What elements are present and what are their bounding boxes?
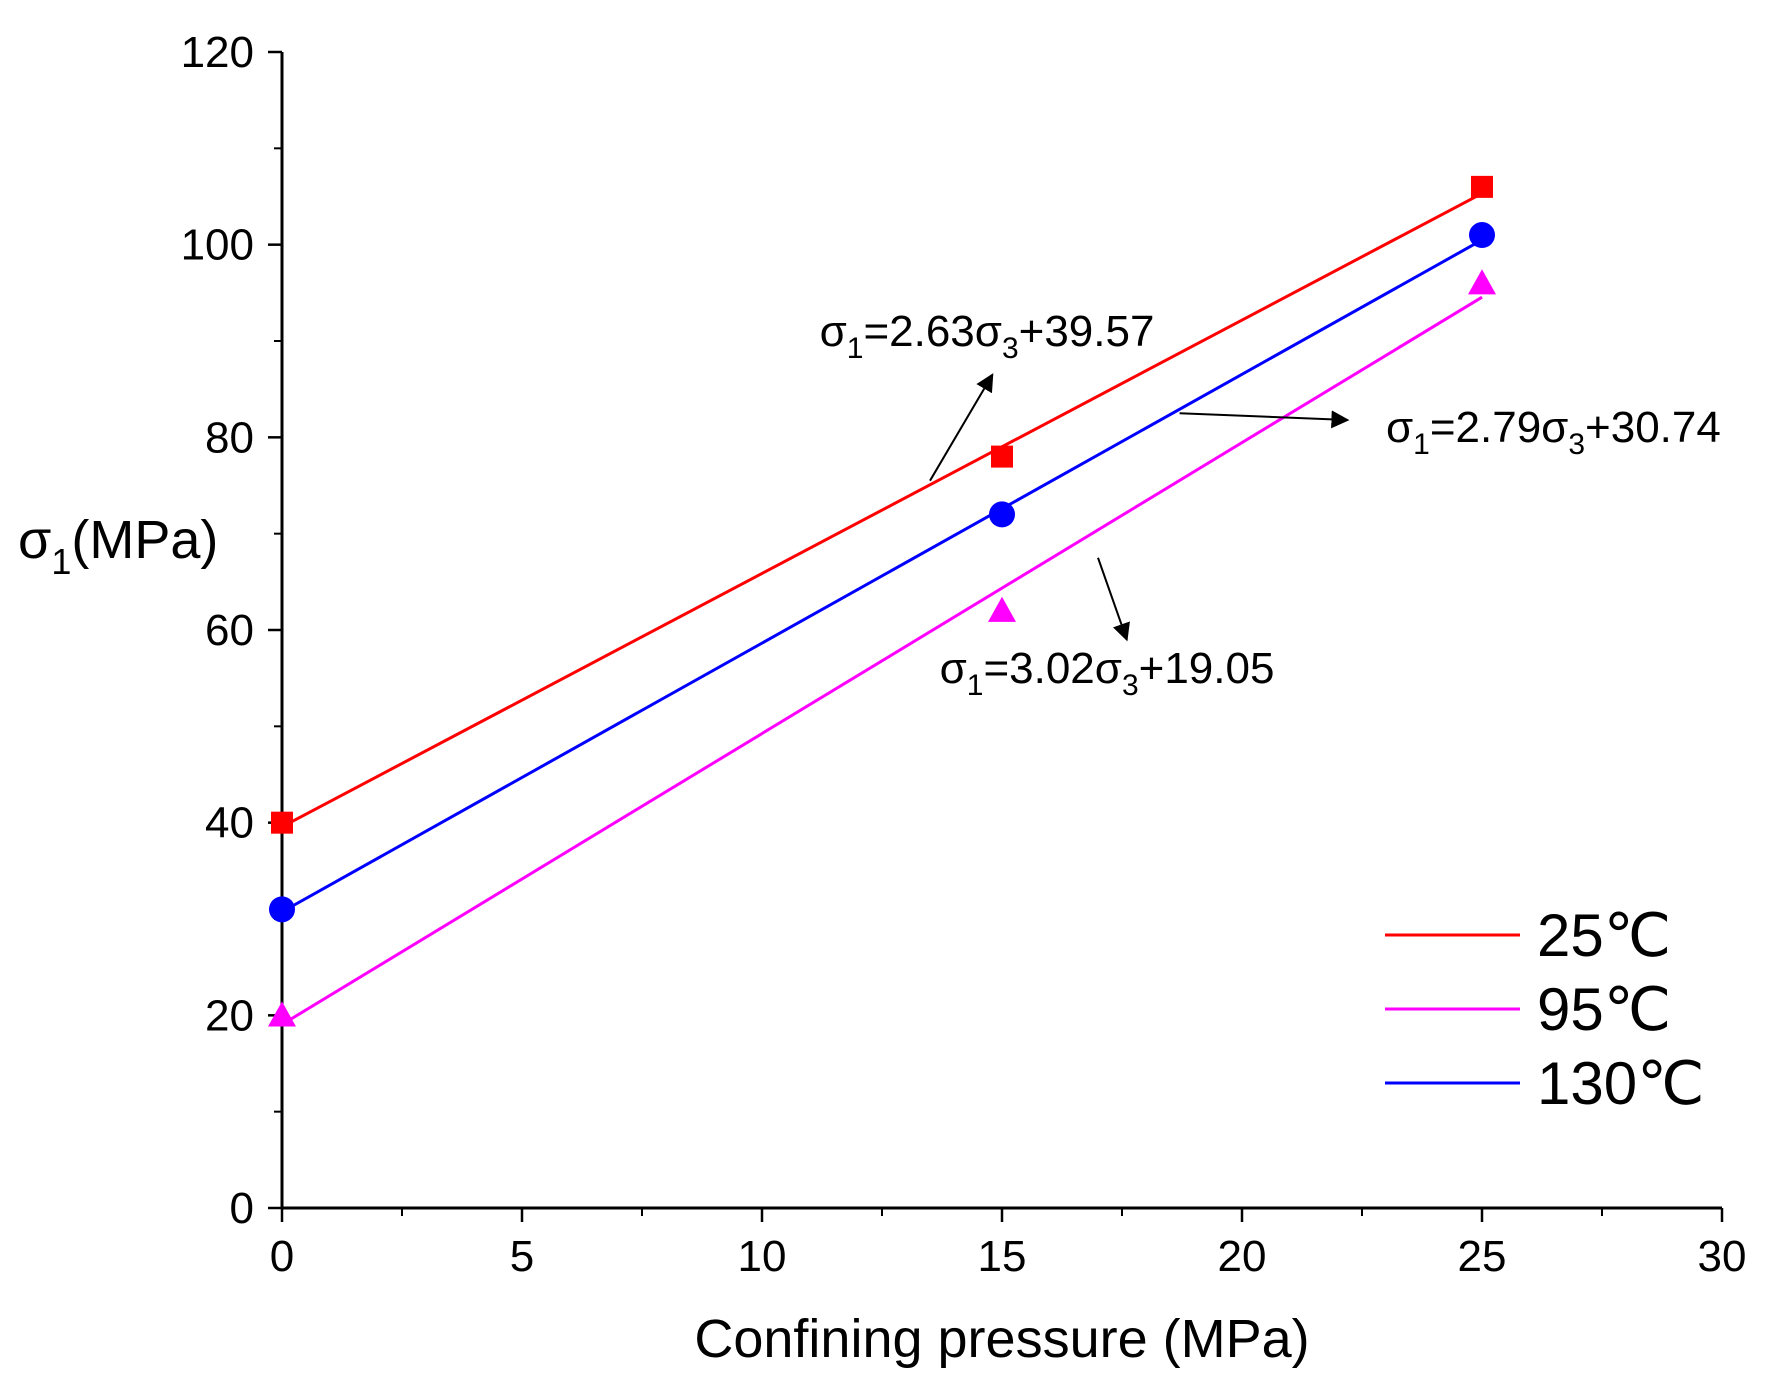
x-tick-label: 25 bbox=[1458, 1232, 1507, 1281]
x-tick-label: 30 bbox=[1698, 1232, 1747, 1281]
data-point-130℃ bbox=[989, 501, 1015, 528]
equation-part: =2.63σ bbox=[863, 307, 1002, 356]
equation-subscript: 3 bbox=[1568, 428, 1585, 461]
y-tick-label: 60 bbox=[205, 606, 254, 655]
equation-part: =2.79σ bbox=[1430, 403, 1569, 452]
equation-subscript: 1 bbox=[967, 669, 984, 702]
equation-part: =3.02σ bbox=[983, 644, 1122, 693]
equation-label-25℃: σ1=2.63σ3+39.57 bbox=[820, 307, 1155, 365]
annotation-arrow-130℃ bbox=[1179, 410, 1350, 429]
fit-line-95℃ bbox=[281, 295, 1483, 1026]
y-tick-label: 40 bbox=[205, 799, 254, 848]
y-axis-title: σ1(MPa) bbox=[18, 510, 218, 582]
data-point-95℃ bbox=[268, 1001, 296, 1027]
y-tick-label: 0 bbox=[230, 1184, 254, 1233]
equation-part: σ bbox=[820, 307, 847, 356]
equation-part: +19.05 bbox=[1139, 644, 1275, 693]
equation-label-95℃: σ1=3.02σ3+19.05 bbox=[940, 644, 1275, 702]
data-point-25℃ bbox=[991, 445, 1013, 468]
y-tick-label: 80 bbox=[205, 413, 254, 462]
fit-line-130℃ bbox=[281, 238, 1483, 914]
equation-subscript: 1 bbox=[1413, 428, 1430, 461]
legend-label-130℃: 130℃ bbox=[1537, 1050, 1705, 1117]
y-tick-label: 100 bbox=[181, 221, 254, 270]
fit-lines bbox=[281, 192, 1483, 1026]
y-tick-label: 120 bbox=[181, 28, 254, 77]
data-point-130℃ bbox=[1469, 222, 1495, 249]
equation-subscript: 3 bbox=[1122, 669, 1139, 702]
x-tick-label: 15 bbox=[978, 1232, 1027, 1281]
x-tick-label: 0 bbox=[270, 1232, 294, 1281]
x-tick-label: 5 bbox=[510, 1232, 534, 1281]
annotation-arrow-95℃ bbox=[1097, 557, 1130, 642]
x-tick-label: 10 bbox=[738, 1232, 787, 1281]
data-point-25℃ bbox=[1471, 175, 1493, 198]
data-point-130℃ bbox=[269, 896, 295, 923]
equation-part: +30.74 bbox=[1585, 403, 1721, 452]
y-axis-title-unit: (MPa) bbox=[71, 510, 218, 570]
legend-label-25℃: 25℃ bbox=[1537, 902, 1671, 969]
equation-subscript: 1 bbox=[847, 332, 864, 365]
y-axis-title-subscript: 1 bbox=[51, 541, 71, 582]
data-point-25℃ bbox=[271, 811, 293, 834]
equation-part: σ bbox=[940, 644, 967, 693]
legend: 25℃ 95℃ 130℃ bbox=[1385, 902, 1705, 1117]
x-axis-title: Confining pressure (MPa) bbox=[694, 1309, 1309, 1369]
data-point-95℃ bbox=[1468, 269, 1496, 295]
data-points bbox=[268, 175, 1496, 1027]
y-axis-title-symbol: σ bbox=[18, 510, 51, 570]
annotation-arrow-25℃ bbox=[929, 373, 994, 482]
fit-line-25℃ bbox=[281, 192, 1483, 829]
data-point-95℃ bbox=[988, 596, 1016, 622]
equation-part: σ bbox=[1386, 403, 1413, 452]
axes: 0 5 10 15 20 25 30 0 20 40 60 80 100 120 Confining pre… bbox=[18, 28, 1746, 1369]
equation-annotations: σ1=2.63σ3+39.57σ1=2.79σ3+30.74σ1=3.02σ3+… bbox=[820, 307, 1721, 702]
legend-label-95℃: 95℃ bbox=[1537, 976, 1671, 1043]
y-tick-label: 20 bbox=[205, 991, 254, 1040]
equation-part: +39.57 bbox=[1019, 307, 1155, 356]
equation-label-130℃: σ1=2.79σ3+30.74 bbox=[1386, 403, 1721, 461]
x-tick-label: 20 bbox=[1218, 1232, 1267, 1281]
equation-subscript: 3 bbox=[1002, 332, 1019, 365]
